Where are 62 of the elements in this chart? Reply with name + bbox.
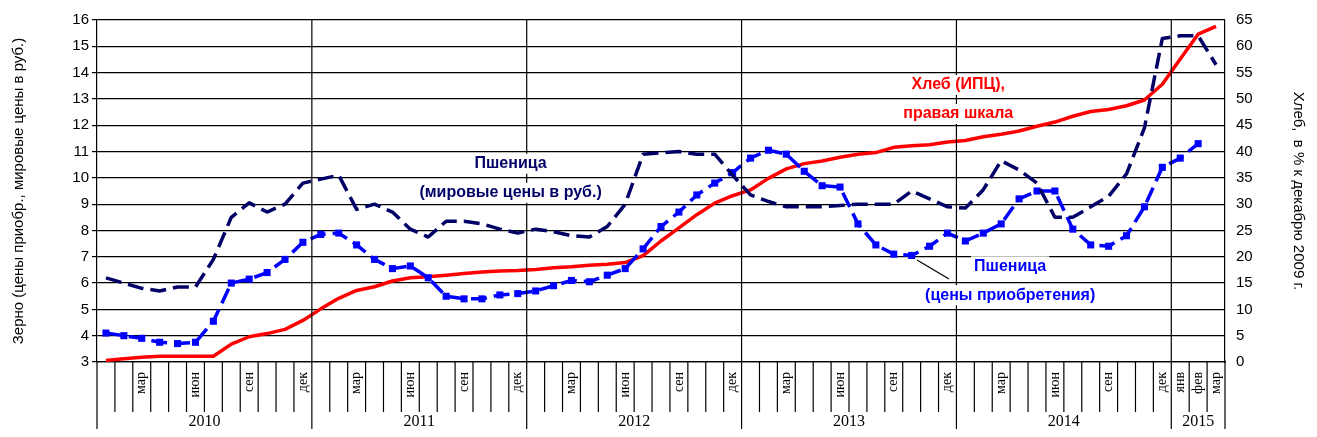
y2-tick-label: 60: [1236, 36, 1253, 54]
y-tick-label: 4: [80, 325, 89, 343]
y-tick-label: 7: [80, 246, 89, 264]
y2-tick-label: 40: [1236, 141, 1253, 159]
y2-tick-label: 20: [1236, 246, 1253, 264]
y2-tick-label: 45: [1236, 115, 1253, 133]
x-tick-label: мар: [1207, 372, 1223, 394]
y-tick-label: 8: [80, 220, 89, 238]
y2-tick-label: 25: [1236, 220, 1253, 238]
y2-tick-label: 35: [1236, 167, 1253, 185]
x-tick-label: дек: [294, 371, 310, 393]
x-tick-label: июн: [402, 371, 418, 398]
y2-tick-label: 5: [1236, 325, 1245, 343]
y-tick-label: 5: [80, 299, 89, 317]
series-label: Пшеница (цены приобретения): [925, 256, 1096, 303]
text: 2013: [833, 412, 865, 430]
y-tick-label: 12: [72, 115, 89, 133]
x-tick-label: мар: [133, 372, 149, 394]
x-tick-label: сен: [885, 371, 901, 393]
y-tick-label: 6: [80, 273, 89, 291]
text: 2011: [403, 412, 435, 430]
x-tick-label: сен: [1100, 371, 1116, 393]
y-tick-label: 9: [80, 194, 89, 212]
x-tick-label: мар: [778, 372, 794, 394]
y2-tick-label: 55: [1236, 62, 1253, 80]
y-axis-title: Зерно (цены приобр., мировые цены в руб.): [9, 37, 27, 345]
y2-tick-label: 30: [1236, 194, 1253, 212]
x-tick-label: мар: [563, 372, 579, 394]
series-label: Хлеб (ИПЦ), правая шкала: [903, 75, 1014, 122]
y-tick-label: 13: [72, 89, 89, 107]
x-tick-label: мар: [992, 372, 1008, 394]
x-tick-label: дек: [509, 371, 525, 393]
y2-tick-label: 65: [1236, 10, 1253, 28]
y2-axis-title: Хлеб, в % к декабрю 2009 г.: [1290, 91, 1308, 291]
x-tick-label: дек: [939, 371, 955, 393]
y2-tick-label: 50: [1236, 89, 1253, 107]
x-tick-label: сен: [670, 371, 686, 393]
y-tick-label: 3: [80, 352, 89, 370]
x-tick-label: сен: [240, 371, 256, 393]
y2-tick-label: 0: [1236, 352, 1245, 370]
x-tick-label: янв: [1171, 371, 1187, 393]
text: 2015: [1182, 412, 1215, 430]
x-tick-label: июн: [187, 371, 203, 398]
text: 2012: [618, 412, 651, 430]
x-tick-label: июн: [1046, 371, 1062, 398]
text: 2010: [188, 412, 221, 430]
x-tick-label: июн: [616, 371, 632, 398]
x-tick-label: фев: [1189, 371, 1205, 394]
x-tick-label: июн: [831, 371, 847, 398]
y2-tick-label: 15: [1236, 273, 1253, 291]
x-tick-label: мар: [348, 372, 364, 394]
series-label: Пшеница (мировые цены в руб.): [419, 154, 602, 201]
x-tick-label: сен: [455, 371, 471, 393]
x-tick-label: дек: [724, 371, 740, 393]
y-tick-label: 16: [72, 10, 89, 28]
y-tick-label: 14: [72, 62, 89, 80]
y-tick-label: 15: [72, 36, 89, 54]
x-tick-label: дек: [1154, 371, 1170, 393]
y2-tick-label: 10: [1236, 299, 1253, 317]
text: 2014: [1047, 412, 1080, 430]
y-tick-label: 11: [73, 141, 89, 159]
y-tick-label: 10: [72, 167, 89, 185]
